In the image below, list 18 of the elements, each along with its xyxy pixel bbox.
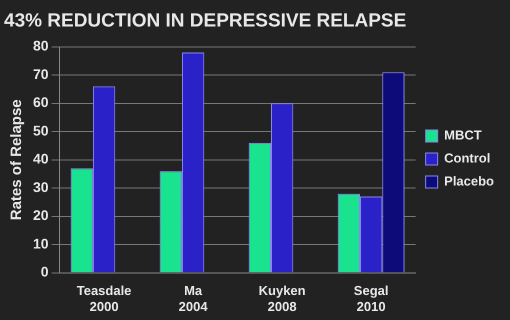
y-axis-title: Rates of Relapse — [8, 99, 26, 220]
x-tick-label: Kuyken 2008 — [258, 283, 306, 314]
legend-label: Placebo — [444, 174, 494, 189]
x-tick-label: Ma 2004 — [178, 283, 208, 314]
y-tick-label: 50 — [32, 122, 49, 138]
legend-label: Control — [444, 150, 490, 166]
chart-title: 43% REDUCTION IN DEPRESSIVE RELAPSE — [4, 10, 406, 32]
y-tick-label: 60 — [32, 94, 49, 110]
y-tick-label: 10 — [32, 235, 49, 252]
y-tick-label: 40 — [32, 150, 49, 167]
y-tick-label: 20 — [32, 207, 49, 224]
y-tick-label: 70 — [32, 66, 49, 82]
y-tick-label: 0 — [40, 264, 49, 280]
x-tick-label: Segal 2010 — [354, 283, 388, 314]
legend-label: MBCT — [444, 128, 482, 143]
x-tick-label: Teasdale 2000 — [76, 283, 132, 314]
y-tick-label: 80 — [32, 38, 49, 54]
y-tick-label: 30 — [32, 178, 49, 195]
